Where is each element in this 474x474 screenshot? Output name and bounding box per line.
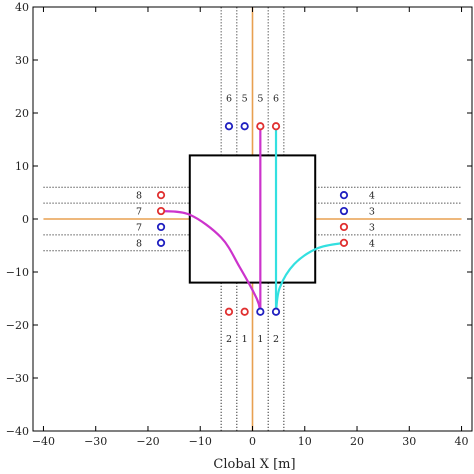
y-tick-label: −40 xyxy=(6,425,29,438)
intersection-box xyxy=(188,154,317,284)
x-tick-label: 30 xyxy=(402,435,416,448)
lane-point-marker xyxy=(156,191,166,200)
lane-point-marker xyxy=(240,122,249,131)
x-axis-title: Clobal X [m] xyxy=(213,457,295,472)
y-tick-label: −20 xyxy=(6,319,29,332)
x-tick-label: 20 xyxy=(350,435,364,448)
y-tick-label: 10 xyxy=(15,160,29,173)
x-tick-label: −10 xyxy=(189,435,212,448)
lane-point-marker xyxy=(339,238,349,247)
y-tick-label: 0 xyxy=(22,213,29,226)
lane-number-label: 8 xyxy=(136,191,142,202)
x-tick-label: 10 xyxy=(298,435,312,448)
lane-point-marker xyxy=(256,122,265,131)
lane-number-label: 6 xyxy=(226,93,232,104)
y-tick-label: 40 xyxy=(15,1,29,14)
x-tick-label: 0 xyxy=(249,435,256,448)
trajectory-paths xyxy=(159,125,346,313)
lane-number-label: 4 xyxy=(369,238,375,249)
trajectory-path xyxy=(274,241,346,313)
lane-number-label: 3 xyxy=(369,207,375,218)
lane-number-label: 5 xyxy=(257,93,263,104)
x-tick-label: −40 xyxy=(32,435,55,448)
lane-number-label: 6 xyxy=(273,93,279,104)
lane-point-marker xyxy=(156,206,166,216)
lane-number-label: 8 xyxy=(136,238,142,249)
y-tick-label: −30 xyxy=(6,372,29,385)
axis-ticks: −40 −30 −20 −10 0 10 20 30 40 −40 −30 −20 −10 0 10 20 30… xyxy=(6,1,472,448)
y-tick-label: 30 xyxy=(15,54,29,67)
x-tick-label: 40 xyxy=(455,435,469,448)
lane-point-marker xyxy=(224,307,234,316)
lane-point-marker xyxy=(339,206,349,216)
x-tick-label: −30 xyxy=(84,435,107,448)
trajectory-path xyxy=(159,209,262,313)
lane-point-marker xyxy=(156,222,166,232)
lane-number-label: 1 xyxy=(257,334,263,345)
lane-number-label: 2 xyxy=(226,334,232,345)
lane-number-label: 5 xyxy=(242,93,248,104)
lane-number-label: 7 xyxy=(136,222,142,233)
lane-point-marker xyxy=(156,238,166,247)
lane-point-marker xyxy=(271,307,281,316)
lane-point-marker xyxy=(240,307,249,316)
lane-number-label: 4 xyxy=(369,191,375,202)
lane-number-label: 2 xyxy=(273,334,279,345)
lane-point-marker xyxy=(339,222,349,232)
lane-point-marker xyxy=(256,307,265,316)
y-tick-label: 20 xyxy=(15,107,29,120)
x-tick-label: −20 xyxy=(136,435,159,448)
road-lines xyxy=(43,7,462,431)
lane-number-label: 7 xyxy=(136,207,142,218)
lane-number-label: 3 xyxy=(369,222,375,233)
lane-points xyxy=(156,122,349,316)
lane-point-marker xyxy=(339,191,349,200)
lane-point-marker xyxy=(271,122,281,131)
lane-point-marker xyxy=(224,122,234,131)
y-tick-label: −10 xyxy=(6,266,29,279)
lane-number-label: 1 xyxy=(242,334,248,345)
